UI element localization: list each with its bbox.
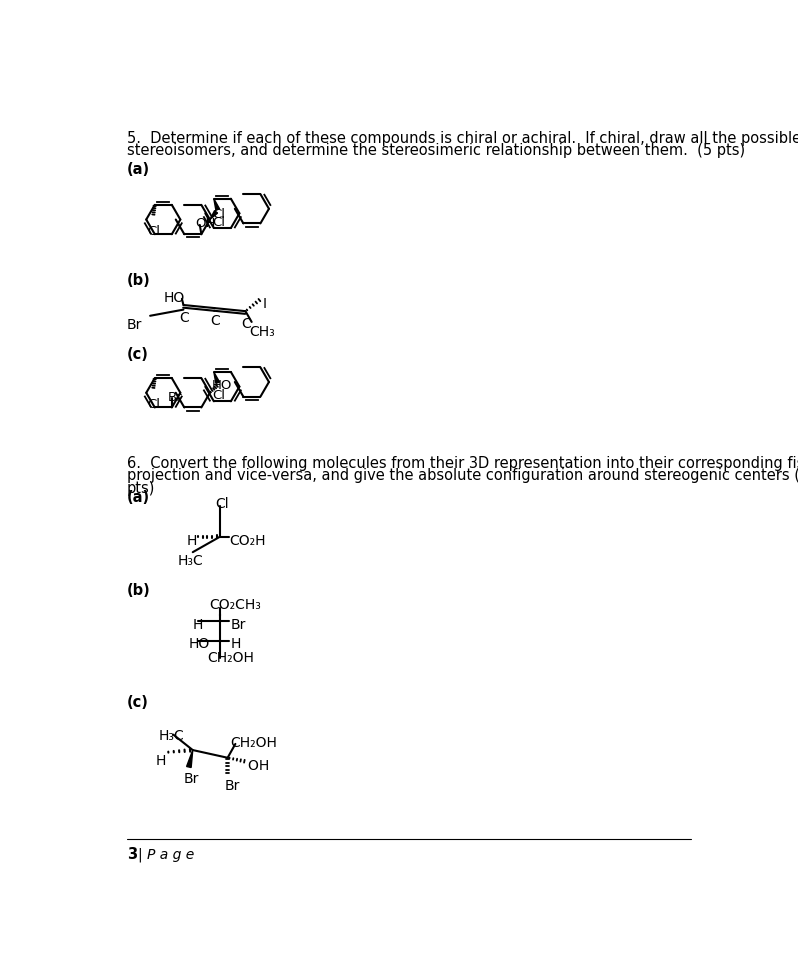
Text: I: I <box>263 298 267 311</box>
Text: Cl: Cl <box>212 388 225 402</box>
Text: | P a g e: | P a g e <box>138 847 194 862</box>
Text: H: H <box>231 637 241 651</box>
Polygon shape <box>210 211 218 220</box>
Polygon shape <box>187 751 193 767</box>
Polygon shape <box>214 199 219 210</box>
Text: (a): (a) <box>127 162 150 177</box>
Text: Cl: Cl <box>212 208 225 221</box>
Text: (b): (b) <box>127 583 151 598</box>
Text: CH₃: CH₃ <box>249 325 275 339</box>
Text: C: C <box>180 311 189 325</box>
Text: CO₂CH₃: CO₂CH₃ <box>209 598 261 612</box>
Text: C: C <box>211 314 220 328</box>
Text: (c): (c) <box>127 346 148 361</box>
Text: Cl: Cl <box>215 497 229 510</box>
Text: HO: HO <box>189 637 210 651</box>
Text: 6.  Convert the following molecules from their 3D representation into their corr: 6. Convert the following molecules from … <box>127 456 798 470</box>
Text: CH₂OH: CH₂OH <box>207 652 255 666</box>
Text: HO: HO <box>211 379 231 392</box>
Text: (b): (b) <box>127 273 151 289</box>
Text: 5.  Determine if each of these compounds is chiral or achiral.  If chiral, draw : 5. Determine if each of these compounds … <box>127 131 798 146</box>
Text: H: H <box>193 618 203 631</box>
Text: ⁠OH: ⁠OH <box>247 759 269 773</box>
Text: H₃C: H₃C <box>177 553 203 568</box>
Text: stereoisomers, and determine the stereosimeric relationship between them.  (5 pt: stereoisomers, and determine the stereos… <box>127 143 745 158</box>
Text: projection and vice-versa, and give the absolute configuration around stereogeni: projection and vice-versa, and give the … <box>127 468 798 483</box>
Text: H: H <box>156 753 166 768</box>
Text: Br: Br <box>224 779 240 793</box>
Text: H: H <box>187 534 197 548</box>
Text: HO: HO <box>164 291 184 305</box>
Text: C: C <box>242 317 251 331</box>
Text: 3: 3 <box>127 847 137 862</box>
Text: (c): (c) <box>127 695 148 710</box>
Text: Cl: Cl <box>147 398 160 411</box>
Text: pts): pts) <box>127 480 156 496</box>
Text: CO₂H: CO₂H <box>229 534 266 548</box>
Text: H₃C: H₃C <box>159 728 184 743</box>
Text: CH₂OH: CH₂OH <box>231 736 278 751</box>
Text: Br: Br <box>231 618 246 631</box>
Text: Br: Br <box>184 772 199 786</box>
Text: (a): (a) <box>127 490 150 505</box>
Text: Cl: Cl <box>147 224 160 238</box>
Polygon shape <box>214 372 219 384</box>
Text: Br: Br <box>168 390 183 403</box>
Text: Br: Br <box>127 318 142 332</box>
Text: Cl: Cl <box>212 216 225 228</box>
Text: OH: OH <box>196 218 215 230</box>
